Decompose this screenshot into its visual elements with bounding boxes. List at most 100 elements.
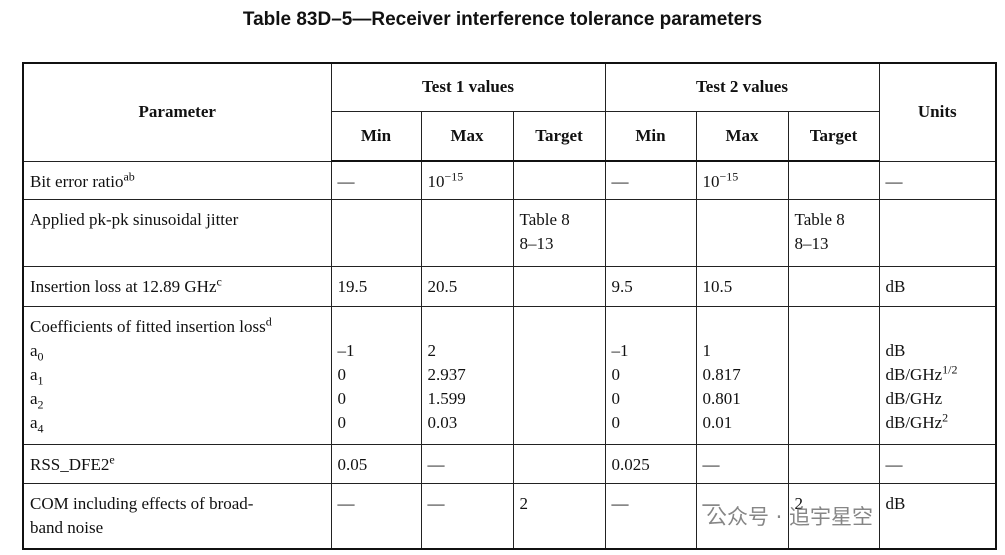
cell-line: 0 (338, 363, 415, 387)
cell-text: dB/GHz (885, 388, 943, 408)
cell-text: Insertion loss at 12.89 GHz (30, 276, 217, 296)
table-cell: — (604, 160, 697, 200)
cell-line: dB (886, 339, 990, 363)
table-cell (512, 160, 606, 200)
cell-text: Applied pk-pk sinusoidal jitter (30, 209, 239, 229)
cell-line: — (428, 453, 507, 477)
cell-text: — (427, 454, 445, 474)
table-row: RSS_DFE2e 0.05 — 0.025 — — (22, 443, 997, 484)
superscript: 2 (942, 409, 949, 424)
cell-line: 0.801 (703, 387, 782, 411)
table-cell (878, 198, 997, 267)
table-cell: 19.5 (330, 265, 422, 307)
cell-line: 9.5 (612, 275, 690, 299)
table-cell (512, 265, 606, 307)
table-cell: 1 0.817 0.801 0.01 (695, 305, 789, 445)
cell-text: 0 (611, 364, 621, 384)
cell-text: a (30, 340, 38, 360)
table-cell: 10.5 (695, 265, 789, 307)
table-cell: Insertion loss at 12.89 GHzc (22, 265, 332, 307)
cell-text: 0.801 (702, 388, 741, 408)
cell-line: 0.817 (703, 363, 782, 387)
table-cell: 0.025 (604, 443, 697, 484)
cell-text: — (702, 493, 720, 513)
cell-text: a (30, 388, 38, 408)
table-cell: 9.5 (604, 265, 697, 307)
superscript: −15 (719, 169, 739, 184)
cell-line: a0 (30, 339, 325, 363)
table-cell (787, 265, 880, 307)
cell-text: — (427, 493, 445, 513)
subheader-cell: Min (604, 110, 697, 162)
cell-text: 9.5 (611, 276, 633, 296)
subscript: 2 (37, 396, 44, 411)
table-row: Applied pk-pk sinusoidal jitter Table 8 8–… (22, 198, 997, 267)
cell-text: 2 (519, 493, 529, 513)
table-cell: — (604, 482, 697, 550)
cell-line: 10.5 (703, 275, 782, 299)
cell-line (338, 315, 415, 339)
cell-text: COM including effects of broad- (30, 493, 254, 513)
table-cell: — (878, 160, 997, 200)
cell-line: dB/GHz (886, 387, 990, 411)
table-cell: 10−15 (695, 160, 789, 200)
cell-line: — (612, 492, 690, 516)
superscript: e (109, 451, 115, 466)
table-row: Coefficients of fitted insertion lossd a0… (22, 305, 997, 445)
cell-text: 10 (702, 172, 720, 191)
cell-text: a (30, 412, 38, 432)
header-cell: Test 1 values (330, 62, 606, 112)
cell-line: 1.599 (428, 387, 507, 411)
cell-line: 2.937 (428, 363, 507, 387)
cell-line: — (703, 492, 782, 516)
table-cell: — (695, 443, 789, 484)
table-cell (695, 198, 789, 267)
cell-line (886, 315, 990, 339)
cell-text: dB (885, 493, 906, 513)
table-cell (330, 198, 422, 267)
cell-text: 0 (611, 412, 621, 432)
cell-line: 10−15 (703, 170, 782, 194)
cell-line: — (703, 453, 782, 477)
table-cell: dB (878, 265, 997, 307)
cell-line: RSS_DFE2e (30, 453, 325, 477)
table-cell: — (695, 482, 789, 550)
cell-text: — (337, 172, 355, 191)
subheader-cell: Min (330, 110, 422, 162)
cell-line: — (338, 492, 415, 516)
cell-line: a1 (30, 363, 325, 387)
cell-line: Table 8 (520, 208, 599, 232)
cell-line: 2 (520, 492, 599, 516)
cell-text: 2.937 (427, 364, 466, 384)
cell-line: 1 (703, 339, 782, 363)
cell-text: Table 8 (519, 209, 570, 229)
cell-line: 8–13 (520, 232, 599, 256)
table-cell: RSS_DFE2e (22, 443, 332, 484)
subheader-cell: Max (695, 110, 789, 162)
cell-line: — (612, 170, 690, 194)
cell-text: 0.03 (427, 412, 458, 432)
cell-text: 8–13 (519, 233, 554, 253)
cell-line: dB/GHz1/2 (886, 363, 990, 387)
cell-text: RSS_DFE2 (30, 454, 110, 474)
cell-text: 1 (702, 340, 712, 360)
subscript: 1 (37, 372, 44, 387)
watermark: 公众号 · 追宇星空 (706, 505, 874, 529)
table-cell (604, 198, 697, 267)
table-row: COM including effects of broad-band nois… (22, 482, 997, 550)
cell-text: dB/GHz (885, 364, 943, 384)
cell-text: 2 (427, 340, 437, 360)
cell-line: 0 (612, 411, 690, 435)
cell-line (612, 315, 690, 339)
cell-text: 19.5 (337, 276, 368, 296)
cell-text: dB/GHz (885, 412, 943, 432)
cell-text: dB (885, 276, 906, 296)
table-cell: 2 2.937 1.599 0.03 (420, 305, 514, 445)
cell-text: — (702, 454, 720, 474)
superscript: 1/2 (942, 361, 958, 376)
cell-text: –1 (337, 340, 355, 360)
cell-line: 19.5 (338, 275, 415, 299)
cell-line: –1 (612, 339, 690, 363)
superscript: c (216, 273, 222, 288)
